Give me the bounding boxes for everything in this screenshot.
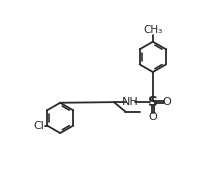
Text: NH: NH: [122, 97, 139, 107]
Text: CH₃: CH₃: [143, 25, 163, 35]
Text: O: O: [163, 97, 171, 107]
Text: O: O: [148, 112, 157, 122]
Text: Cl: Cl: [33, 120, 44, 130]
Text: S: S: [148, 95, 158, 109]
